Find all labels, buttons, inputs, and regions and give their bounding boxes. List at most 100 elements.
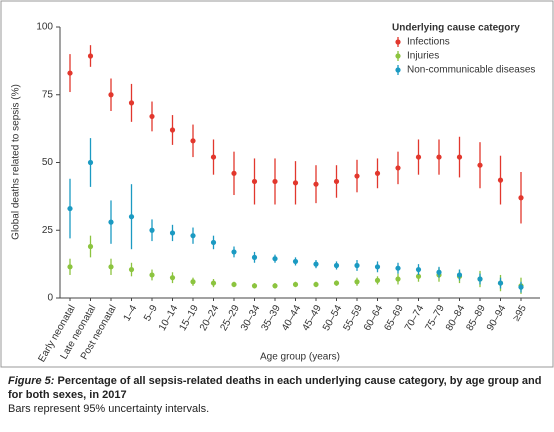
point <box>354 279 360 285</box>
x-tick-label: 90–94 <box>485 303 509 333</box>
point <box>210 239 217 246</box>
y-tick-label: 75 <box>42 89 54 100</box>
x-tick-label: 80–84 <box>444 303 468 333</box>
x-tick-label: ≥95 <box>511 303 529 323</box>
point <box>313 281 319 288</box>
point <box>313 261 319 267</box>
point <box>128 266 135 273</box>
point <box>477 276 483 282</box>
x-tick-label: 15–19 <box>177 303 201 333</box>
point <box>518 195 524 201</box>
point <box>374 277 381 283</box>
point <box>456 272 463 278</box>
point <box>374 264 381 270</box>
point <box>292 258 299 265</box>
caption: Figure 5: Percentage of all sepsis-relat… <box>8 374 544 416</box>
x-tick-label: 25–29 <box>218 303 242 333</box>
point <box>231 249 237 255</box>
point <box>518 284 524 290</box>
point <box>415 273 422 279</box>
point <box>395 265 401 271</box>
caption-label: Figure 5: <box>8 375 55 387</box>
x-tick-label: 10–14 <box>157 303 181 333</box>
point <box>169 230 176 236</box>
point <box>190 138 196 144</box>
point <box>292 180 299 186</box>
point <box>395 165 401 171</box>
x-tick-label: 40–44 <box>280 303 304 333</box>
point <box>190 279 196 285</box>
point <box>333 280 340 286</box>
x-tick-label: 50–54 <box>321 303 345 333</box>
point <box>169 127 176 133</box>
x-tick-label: 85–89 <box>464 303 488 333</box>
point <box>395 276 401 282</box>
point <box>272 256 278 262</box>
point <box>333 262 340 269</box>
point <box>354 173 360 179</box>
chart: Global deaths related to sepsis (%) Age … <box>0 0 554 368</box>
point <box>272 178 278 185</box>
legend-title: Underlying cause category <box>392 23 520 34</box>
y-tick-label: 0 <box>47 293 53 304</box>
point <box>374 170 381 176</box>
point <box>149 272 155 278</box>
x-tick-label: 60–64 <box>362 303 386 333</box>
legend-marker <box>395 53 401 59</box>
point <box>477 162 483 168</box>
point <box>128 214 135 220</box>
x-tick-label: 65–69 <box>382 303 406 333</box>
point <box>190 233 196 239</box>
legend-marker <box>395 39 401 45</box>
point <box>67 70 73 76</box>
x-tick-label: 1–4 <box>122 303 140 323</box>
point <box>169 275 176 281</box>
x-tick-label: 35–39 <box>259 303 283 333</box>
point <box>292 281 299 288</box>
x-tick-label: 70–74 <box>403 303 427 333</box>
point <box>87 159 94 166</box>
point <box>436 154 442 160</box>
point <box>108 264 114 270</box>
point <box>354 262 360 269</box>
legend-label: Infections <box>407 37 450 48</box>
point <box>67 264 73 270</box>
point <box>456 154 463 160</box>
y-tick-label: 25 <box>42 225 54 236</box>
x-tick-label: 30–34 <box>239 303 263 333</box>
x-tick-label: 75–79 <box>423 303 447 333</box>
x-tick-label: 5–9 <box>142 303 160 323</box>
point <box>272 283 278 289</box>
point <box>231 281 237 288</box>
point <box>415 266 422 273</box>
point <box>67 205 73 212</box>
point <box>149 227 155 233</box>
point <box>210 280 217 286</box>
point <box>251 178 258 185</box>
point <box>108 92 114 98</box>
point <box>87 243 94 250</box>
point <box>149 113 155 120</box>
caption-note: Bars represent 95% uncertainty intervals… <box>8 403 210 415</box>
y-tick-label: 50 <box>42 157 54 168</box>
y-tick-label: 100 <box>36 22 53 33</box>
point <box>436 269 442 275</box>
legend-label: Non-communicable diseases <box>407 65 535 76</box>
point <box>415 154 422 160</box>
point <box>251 254 258 260</box>
x-tick-label: 20–24 <box>198 303 222 333</box>
frame <box>0 0 554 368</box>
x-tick-label: 55–59 <box>341 303 365 333</box>
x-axis-label: Age group (years) <box>260 352 340 363</box>
y-axis-label: Global deaths related to sepsis (%) <box>11 84 22 240</box>
x-tick-label: 45–49 <box>300 303 324 333</box>
point <box>87 53 94 59</box>
point <box>210 154 217 160</box>
point <box>231 170 237 176</box>
point <box>251 283 258 289</box>
point <box>497 177 504 183</box>
point <box>108 219 114 225</box>
point <box>497 280 504 286</box>
point <box>128 100 135 106</box>
